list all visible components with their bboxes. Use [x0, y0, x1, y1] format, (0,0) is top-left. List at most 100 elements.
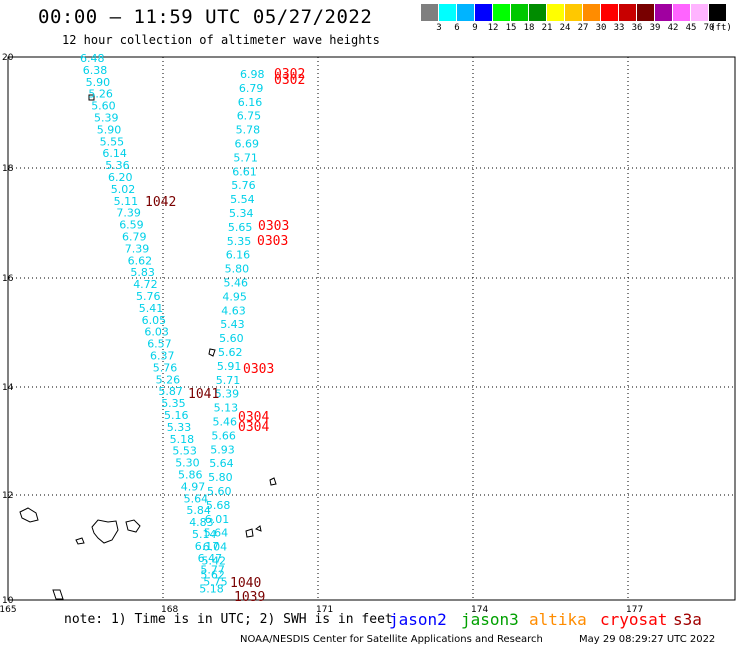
island-outline	[245, 528, 254, 538]
pass-time-label: 0304	[238, 410, 269, 425]
color-legend: 3 6 9 12 15 18 21 24 27 30 33 36 39 42 45 70 (ft)	[421, 4, 732, 34]
legend-swatch	[457, 4, 474, 21]
swh-value: 5.64	[209, 457, 234, 470]
swh-value: 5.35	[227, 235, 252, 248]
island-outline	[208, 348, 216, 357]
pass-time-label: 0302	[274, 73, 305, 88]
swh-value: 5.71	[216, 374, 241, 387]
lon-label: 174	[471, 605, 488, 615]
swh-value: 5.02	[111, 183, 136, 196]
footer-credit: NOAA/NESDIS Center for Satellite Applica…	[240, 634, 543, 645]
swh-value: 6.62	[128, 254, 153, 267]
swh-value: 5.16	[164, 409, 189, 422]
swh-value: 5.18	[199, 582, 224, 595]
legend-label: 36	[631, 23, 643, 33]
swh-value: 5.30	[175, 457, 200, 470]
legend-swatch	[475, 4, 492, 21]
legend-label: 39	[649, 23, 661, 33]
swh-value: 5.46	[213, 416, 238, 429]
island-outline	[52, 589, 64, 600]
swh-value: 5.75	[203, 576, 228, 589]
swh-value: 6.98	[240, 68, 265, 81]
swh-value: 6.16	[226, 249, 251, 262]
pass-time-label: 0303	[243, 362, 274, 377]
island-outline	[125, 519, 141, 533]
swh-value: 5.83	[130, 266, 155, 279]
swh-value: 5.93	[210, 443, 235, 456]
footer-timestamp: May 29 08:29:27 UTC 2022	[579, 634, 716, 645]
legend-label: 33	[613, 23, 625, 33]
swh-value: 5.68	[206, 499, 231, 512]
lat-label: 18	[2, 164, 14, 174]
swh-value: 5.60	[207, 485, 232, 498]
island-outline	[91, 519, 119, 544]
swh-value: 5.87	[158, 385, 183, 398]
lon-label: 171	[316, 605, 333, 615]
pass-time-label: 0304	[238, 420, 269, 435]
swh-value: 5.62	[218, 346, 243, 359]
swh-value: 7.39	[116, 207, 140, 220]
legend-label: 3	[436, 23, 442, 33]
swh-value: 5.39	[215, 388, 240, 401]
legend-label: 30	[595, 23, 607, 33]
swh-value: 6.14	[102, 147, 127, 160]
lon-label: 177	[626, 605, 643, 615]
swh-value: 5.65	[228, 221, 253, 234]
swh-value: 5.80	[225, 263, 250, 276]
legend-label: 70	[703, 23, 715, 33]
legend-swatch	[565, 4, 582, 21]
lat-label: 16	[2, 274, 14, 284]
swh-value: 5.76	[153, 361, 178, 374]
swh-value: 5.54	[230, 193, 255, 206]
swh-value: 5.33	[167, 421, 192, 434]
swh-value: 5.55	[100, 135, 125, 148]
swh-value: 5.76	[231, 179, 256, 192]
swh-value: 6.16	[238, 96, 262, 109]
swh-value: 5.43	[220, 318, 245, 331]
page-subtitle: 12 hour collection of altimeter wave hei…	[62, 33, 380, 47]
swh-value: 5.11	[114, 195, 139, 208]
legend-swatch	[655, 4, 672, 21]
swh-value: 5.64	[184, 492, 209, 505]
swh-value: 6.47	[198, 552, 223, 565]
legend-label: 6	[454, 23, 460, 33]
swh-value: 5.71	[233, 151, 258, 164]
swh-value: 6.75	[237, 110, 262, 123]
swh-value: 6.03	[144, 326, 169, 339]
swh-value: 6.17	[195, 540, 220, 553]
legend-swatch	[583, 4, 600, 21]
island-outline	[75, 537, 85, 545]
swh-value: 6.59	[119, 219, 144, 232]
swh-value: 5.86	[178, 469, 203, 482]
swh-value: 5.77	[200, 564, 225, 577]
swh-value: 6.61	[232, 165, 256, 178]
satellite-altika-label: altika	[529, 610, 587, 629]
lat-label: 20	[2, 53, 14, 63]
swh-value: 5.76	[136, 290, 161, 303]
lat-label: 14	[2, 383, 14, 393]
lat-label: 10	[2, 596, 14, 606]
pass-time-label: 1040	[230, 576, 261, 591]
swh-value: 5.60	[91, 100, 116, 113]
legend-swatch	[691, 4, 708, 21]
swh-value: 7.39	[125, 242, 150, 255]
legend-swatch	[493, 4, 510, 21]
island-outline	[269, 477, 277, 486]
swh-value: 4.63	[221, 304, 246, 317]
swh-value: 6.37	[150, 350, 175, 363]
legend-label: 18	[523, 23, 535, 33]
swh-value: 5.62	[200, 568, 225, 581]
swh-value: 5.90	[97, 123, 122, 136]
island-outline	[254, 525, 262, 532]
page-title: 00:00 – 11:59 UTC 05/27/2022	[38, 6, 373, 28]
legend-label: 27	[577, 23, 589, 33]
legend-label: 9	[472, 23, 478, 33]
swh-value: 6.69	[235, 138, 260, 151]
swh-value: 6.57	[147, 338, 172, 351]
legend-label: 45	[685, 23, 697, 33]
satellite-s3a-label: s3a	[673, 610, 702, 629]
legend-swatch	[619, 4, 636, 21]
satellite-jason3-label: jason3	[461, 610, 519, 629]
swh-value: 4.72	[133, 278, 158, 291]
swh-value: 5.90	[86, 76, 111, 89]
